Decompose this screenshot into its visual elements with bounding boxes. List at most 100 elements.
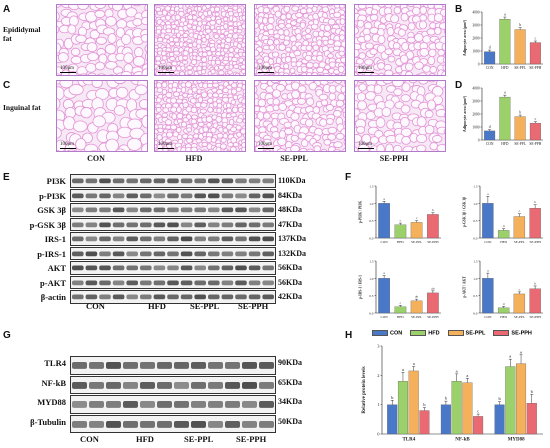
- e-blot-kda-2: 48KDa: [278, 205, 302, 214]
- x-tick-label-con: CON: [486, 142, 494, 146]
- significance-letter: a: [487, 192, 489, 196]
- bar-hfd: [394, 224, 407, 239]
- lane-label-con-e: CON: [86, 301, 105, 311]
- significance-letter: a: [413, 361, 415, 366]
- y-axis-label: p-IRS-1 / IRS-1: [359, 275, 363, 299]
- e-blot-kda-1: 84KDa: [278, 190, 302, 200]
- bar-myd88-con: [494, 404, 505, 435]
- e-blot-band-7: [70, 275, 276, 289]
- legend-text-seppl: SE-PPL: [465, 330, 486, 337]
- y-tick-label: 0: [478, 63, 480, 67]
- panel-label-h: H: [345, 330, 353, 341]
- x-tick-label-hfd: HFD: [501, 142, 509, 146]
- group-label-sepph: SE-PPH: [379, 154, 409, 163]
- scale-bar: 100μm: [358, 66, 374, 73]
- y-tick-label: 0.5: [473, 219, 478, 223]
- e-blot-kda-5: 132KDa: [278, 248, 306, 258]
- panel-label-e: E: [3, 172, 10, 183]
- y-tick-label: 0.0: [473, 312, 478, 316]
- significance-letter: a: [456, 368, 458, 373]
- bar-tlr4-se-pph: [419, 410, 430, 435]
- chart-f-gsk3b: 0.0 0.5 1.0 1.5 p-GSK 3β / GSK 3β a CON d HFD c SE…: [462, 180, 546, 246]
- x-tick-label-tlr4: TLR4: [402, 438, 415, 443]
- group-label-seppl: SE-PPL: [280, 154, 308, 163]
- g-blot-band-2: [70, 395, 276, 414]
- significance-letter: c: [400, 301, 402, 305]
- scale-bar: 100μm: [158, 66, 174, 73]
- bar-se-ppl: [410, 300, 423, 314]
- histology-inguinal-sepph: 100μm: [354, 80, 446, 152]
- bar-hfd: [394, 306, 407, 314]
- y-tick-label: 1.0: [369, 202, 374, 206]
- significance-letter: c: [477, 409, 479, 414]
- bar-se-pph: [529, 42, 541, 65]
- bar-se-pph: [529, 122, 541, 141]
- y-axis-label: p-AKT / AKT: [463, 276, 467, 298]
- x-tick-label-se-pph: SE-PPH: [427, 240, 439, 244]
- significance-letter: c: [416, 216, 418, 220]
- x-tick-label-con: CON: [486, 66, 494, 70]
- significance-letter: ab: [415, 295, 419, 299]
- x-tick-label-se-ppl: SE-PPL: [514, 66, 526, 70]
- group-label-hfd: HFD: [185, 154, 203, 163]
- e-blot-label-3: p-GSK 3β: [29, 219, 66, 230]
- chart-h: 0 1 2 3 Relative protein levels b a a b TLR4 b a a c N…: [360, 340, 546, 444]
- legend-text-con: CON: [390, 330, 403, 337]
- bar-con: [484, 51, 496, 65]
- significance-letter: c: [535, 117, 537, 121]
- legend-text-sepph: SE-PPH: [511, 330, 532, 337]
- y-tick-label: 4000: [472, 11, 479, 15]
- x-tick-label-se-pph: SE-PPH: [427, 315, 439, 319]
- bar-con: [378, 278, 390, 314]
- bar-myd88-se-pph: [526, 403, 537, 435]
- x-tick-label-hfd: HFD: [397, 240, 404, 244]
- x-tick-label-con: CON: [484, 240, 492, 244]
- y-axis-label: p-PI3K / PI3K: [359, 201, 363, 224]
- significance-letter: ab: [431, 286, 435, 290]
- e-blot-label-6: AKT: [47, 263, 66, 273]
- significance-letter: c: [519, 209, 521, 213]
- bar-nf-kb-se-ppl: [462, 382, 473, 435]
- bar-tlr4-hfd: [397, 381, 408, 435]
- x-tick-label-nf-kb: NF-kB: [455, 438, 470, 443]
- g-blot-kda-2: 34KDa: [278, 397, 302, 406]
- legend-item-con: CON: [372, 330, 402, 336]
- x-tick-label-se-ppl: SE-PPL: [411, 315, 422, 319]
- e-blot-label-0: PI3K: [46, 176, 66, 186]
- y-tick-label: 3000: [472, 100, 479, 104]
- bar-se-ppl: [513, 216, 526, 239]
- panel-label-b: B: [455, 4, 463, 15]
- e-blot-label-8: β-actin: [40, 292, 66, 302]
- g-blot-kda-1: 65KDa: [278, 377, 302, 387]
- x-tick-label-se-ppl: SE-PPL: [514, 240, 525, 244]
- scale-bar-label: 100μm: [258, 142, 273, 147]
- scale-bar-label: 100μm: [358, 142, 373, 147]
- significance-letter: a: [504, 91, 506, 95]
- e-blot-label-7: p-AKT: [40, 277, 66, 288]
- e-blot-kda-4: 137KDa: [278, 234, 306, 243]
- histology-inguinal-con: 100μm: [56, 80, 148, 152]
- bar-se-ppl: [513, 293, 526, 314]
- x-tick-label-con: CON: [484, 315, 492, 319]
- scale-bar: 100μm: [358, 142, 374, 149]
- histology-epididymal-seppl: 100μm: [254, 4, 346, 76]
- bar-hfd: [497, 230, 510, 239]
- significance-letter: a: [509, 354, 511, 359]
- bar-se-pph: [427, 292, 439, 314]
- histology-inguinal-seppl: 100μm: [254, 80, 346, 152]
- scale-bar: 100μm: [258, 66, 274, 73]
- x-tick-label-se-pph: SE-PPH: [529, 240, 541, 244]
- histology-epididymal-sepph: 100μm: [354, 4, 446, 76]
- y-tick-label: 1.0: [369, 277, 374, 281]
- panel-label-g: G: [3, 330, 11, 341]
- bar-se-pph: [529, 288, 541, 314]
- y-tick-label: 1.5: [369, 260, 374, 264]
- bar-se-pph: [529, 208, 541, 239]
- bar-con: [482, 278, 494, 314]
- significance-letter: a: [520, 349, 522, 354]
- chart-f-akt: 0.0 0.5 1.0 1.5 p-AKT / AKT a CON d HFD c SE-PPL b S…: [462, 255, 546, 321]
- significance-letter: d: [489, 46, 491, 50]
- significance-letter: c: [535, 36, 537, 40]
- x-tick-label-con: CON: [381, 240, 389, 244]
- row-label-epididymal: Epididymal fat: [3, 25, 41, 43]
